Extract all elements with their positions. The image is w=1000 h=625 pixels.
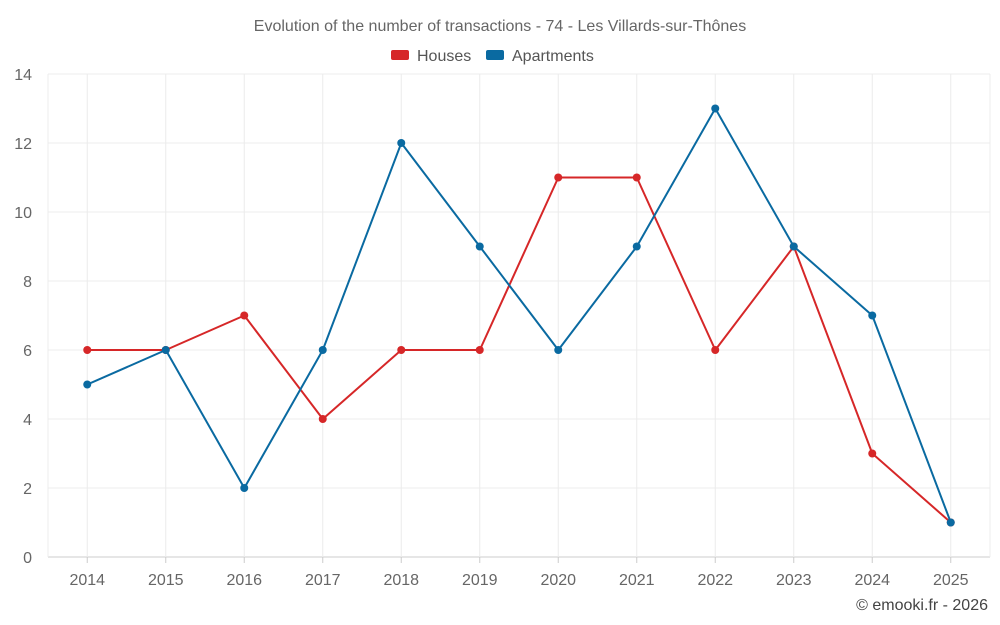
data-point-apartments-2018[interactable]	[397, 139, 406, 147]
data-point-apartments-2021[interactable]	[632, 242, 641, 251]
grid	[47, 73, 991, 563]
y-axis: 0 2 4 6 8 10 12 14	[14, 67, 32, 567]
data-point-apartments-2016[interactable]	[240, 484, 249, 492]
data-point-houses-2021[interactable]	[632, 173, 641, 182]
legend-label-apartments[interactable]: Apartments	[512, 48, 594, 65]
data-point-houses-2014[interactable]	[83, 346, 92, 354]
y-tick-label: 4	[23, 412, 32, 429]
x-tick-label: 2020	[540, 572, 576, 589]
x-tick-label: 2024	[854, 572, 890, 589]
y-tick-label: 8	[23, 274, 32, 291]
y-tick-label: 10	[14, 205, 32, 222]
data-point-houses-2016[interactable]	[240, 311, 249, 320]
data-point-houses-2022[interactable]	[711, 346, 720, 354]
x-tick-label: 2018	[383, 572, 419, 589]
x-tick-label: 2023	[776, 572, 812, 589]
series-line-houses	[87, 176, 952, 524]
legend: Houses Apartments	[391, 48, 594, 65]
credit-text: © emooki.fr - 2026	[856, 597, 988, 614]
legend-swatch-houses	[391, 50, 409, 60]
y-tick-label: 2	[23, 481, 32, 498]
data-point-apartments-2025[interactable]	[946, 518, 955, 527]
y-tick-label: 12	[14, 136, 32, 153]
x-tick-label: 2015	[148, 572, 184, 589]
legend-label-houses[interactable]: Houses	[417, 48, 471, 65]
data-point-apartments-2022[interactable]	[711, 104, 720, 113]
chart-title: Evolution of the number of transactions …	[254, 18, 746, 35]
x-tick-label: 2014	[69, 572, 105, 589]
x-tick-label: 2019	[462, 572, 498, 589]
y-tick-label: 6	[23, 343, 32, 360]
x-tick-label: 2017	[305, 572, 341, 589]
series-group	[83, 104, 955, 527]
legend-swatch-apartments	[486, 50, 504, 60]
x-tick-label: 2025	[933, 572, 969, 589]
data-point-houses-2019[interactable]	[475, 346, 484, 354]
data-point-houses-2018[interactable]	[397, 346, 406, 354]
x-axis: 2014 2015 2016 2017 2018 2019 2020 2021 2022 2023…	[69, 572, 968, 589]
series-line-apartments	[86, 107, 952, 523]
data-point-houses-2020[interactable]	[554, 173, 563, 182]
data-point-apartments-2024[interactable]	[868, 311, 877, 320]
data-point-apartments-2023[interactable]	[789, 242, 798, 251]
x-tick-label: 2022	[697, 572, 733, 589]
x-tick-label: 2016	[226, 572, 262, 589]
data-point-houses-2017[interactable]	[318, 415, 327, 423]
data-point-apartments-2019[interactable]	[475, 242, 484, 251]
data-point-apartments-2015[interactable]	[161, 346, 170, 354]
y-tick-label: 14	[14, 67, 32, 84]
x-tick-label: 2021	[619, 572, 655, 589]
data-point-apartments-2014[interactable]	[83, 380, 92, 389]
data-point-houses-2024[interactable]	[868, 449, 877, 458]
data-point-apartments-2017[interactable]	[318, 346, 327, 354]
y-tick-label: 0	[23, 550, 32, 567]
data-point-apartments-2020[interactable]	[554, 346, 563, 354]
